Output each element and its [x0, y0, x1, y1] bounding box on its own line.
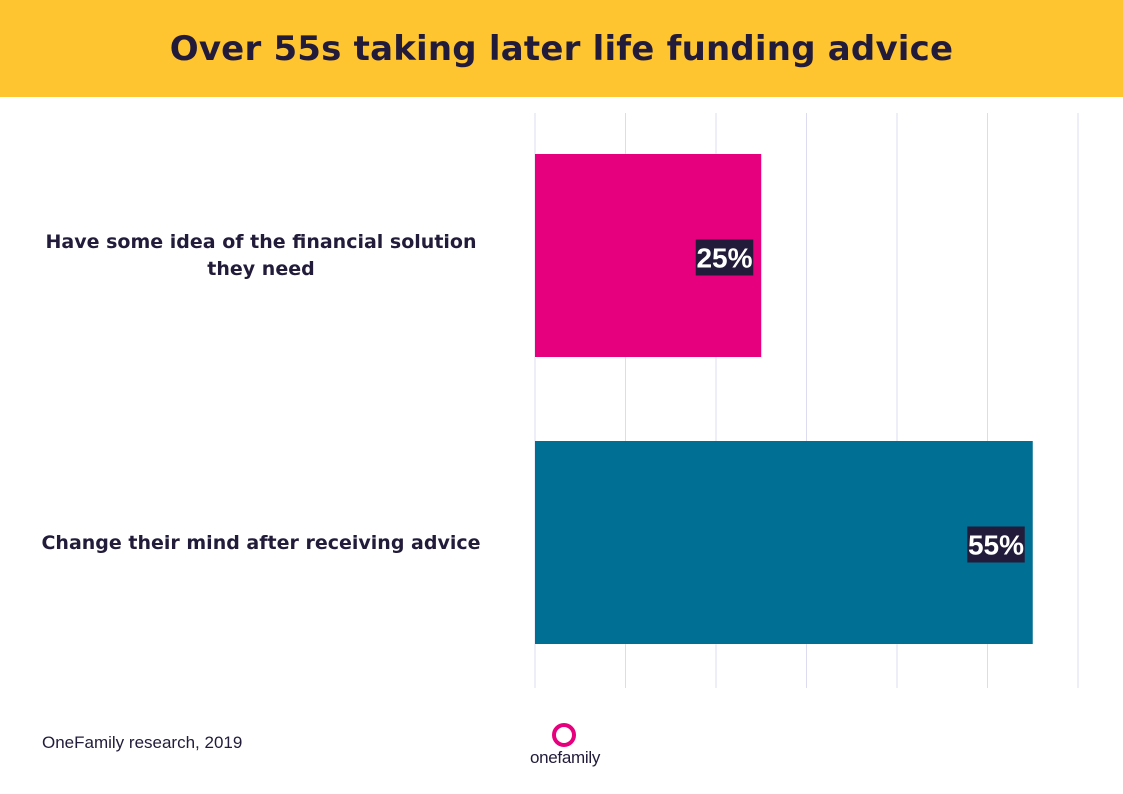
onefamily-logo: onefamily	[520, 720, 610, 775]
category-label-1-line-1: Have some idea of the financial solution	[45, 231, 477, 253]
category-label-2-text: Change their mind after receiving advice	[41, 532, 481, 554]
logo-ring-icon	[552, 723, 576, 747]
category-label-1: Have some idea of the financial solution…	[11, 229, 511, 283]
category-label-2: Change their mind after receiving advice	[11, 530, 511, 557]
category-label-1-line-2: they need	[207, 258, 315, 280]
source-note: OneFamily research, 2019	[42, 733, 243, 752]
data-label: 25%	[696, 243, 752, 274]
bar	[535, 441, 1033, 644]
logo-wordmark: onefamily	[529, 748, 601, 767]
data-label-background	[695, 239, 754, 276]
data-label: 55%	[968, 530, 1024, 561]
chart-title: Over 55s taking later life funding advic…	[169, 28, 954, 69]
header-banner: Over 55s taking later life funding advic…	[0, 0, 1123, 97]
data-label-background	[967, 526, 1025, 563]
